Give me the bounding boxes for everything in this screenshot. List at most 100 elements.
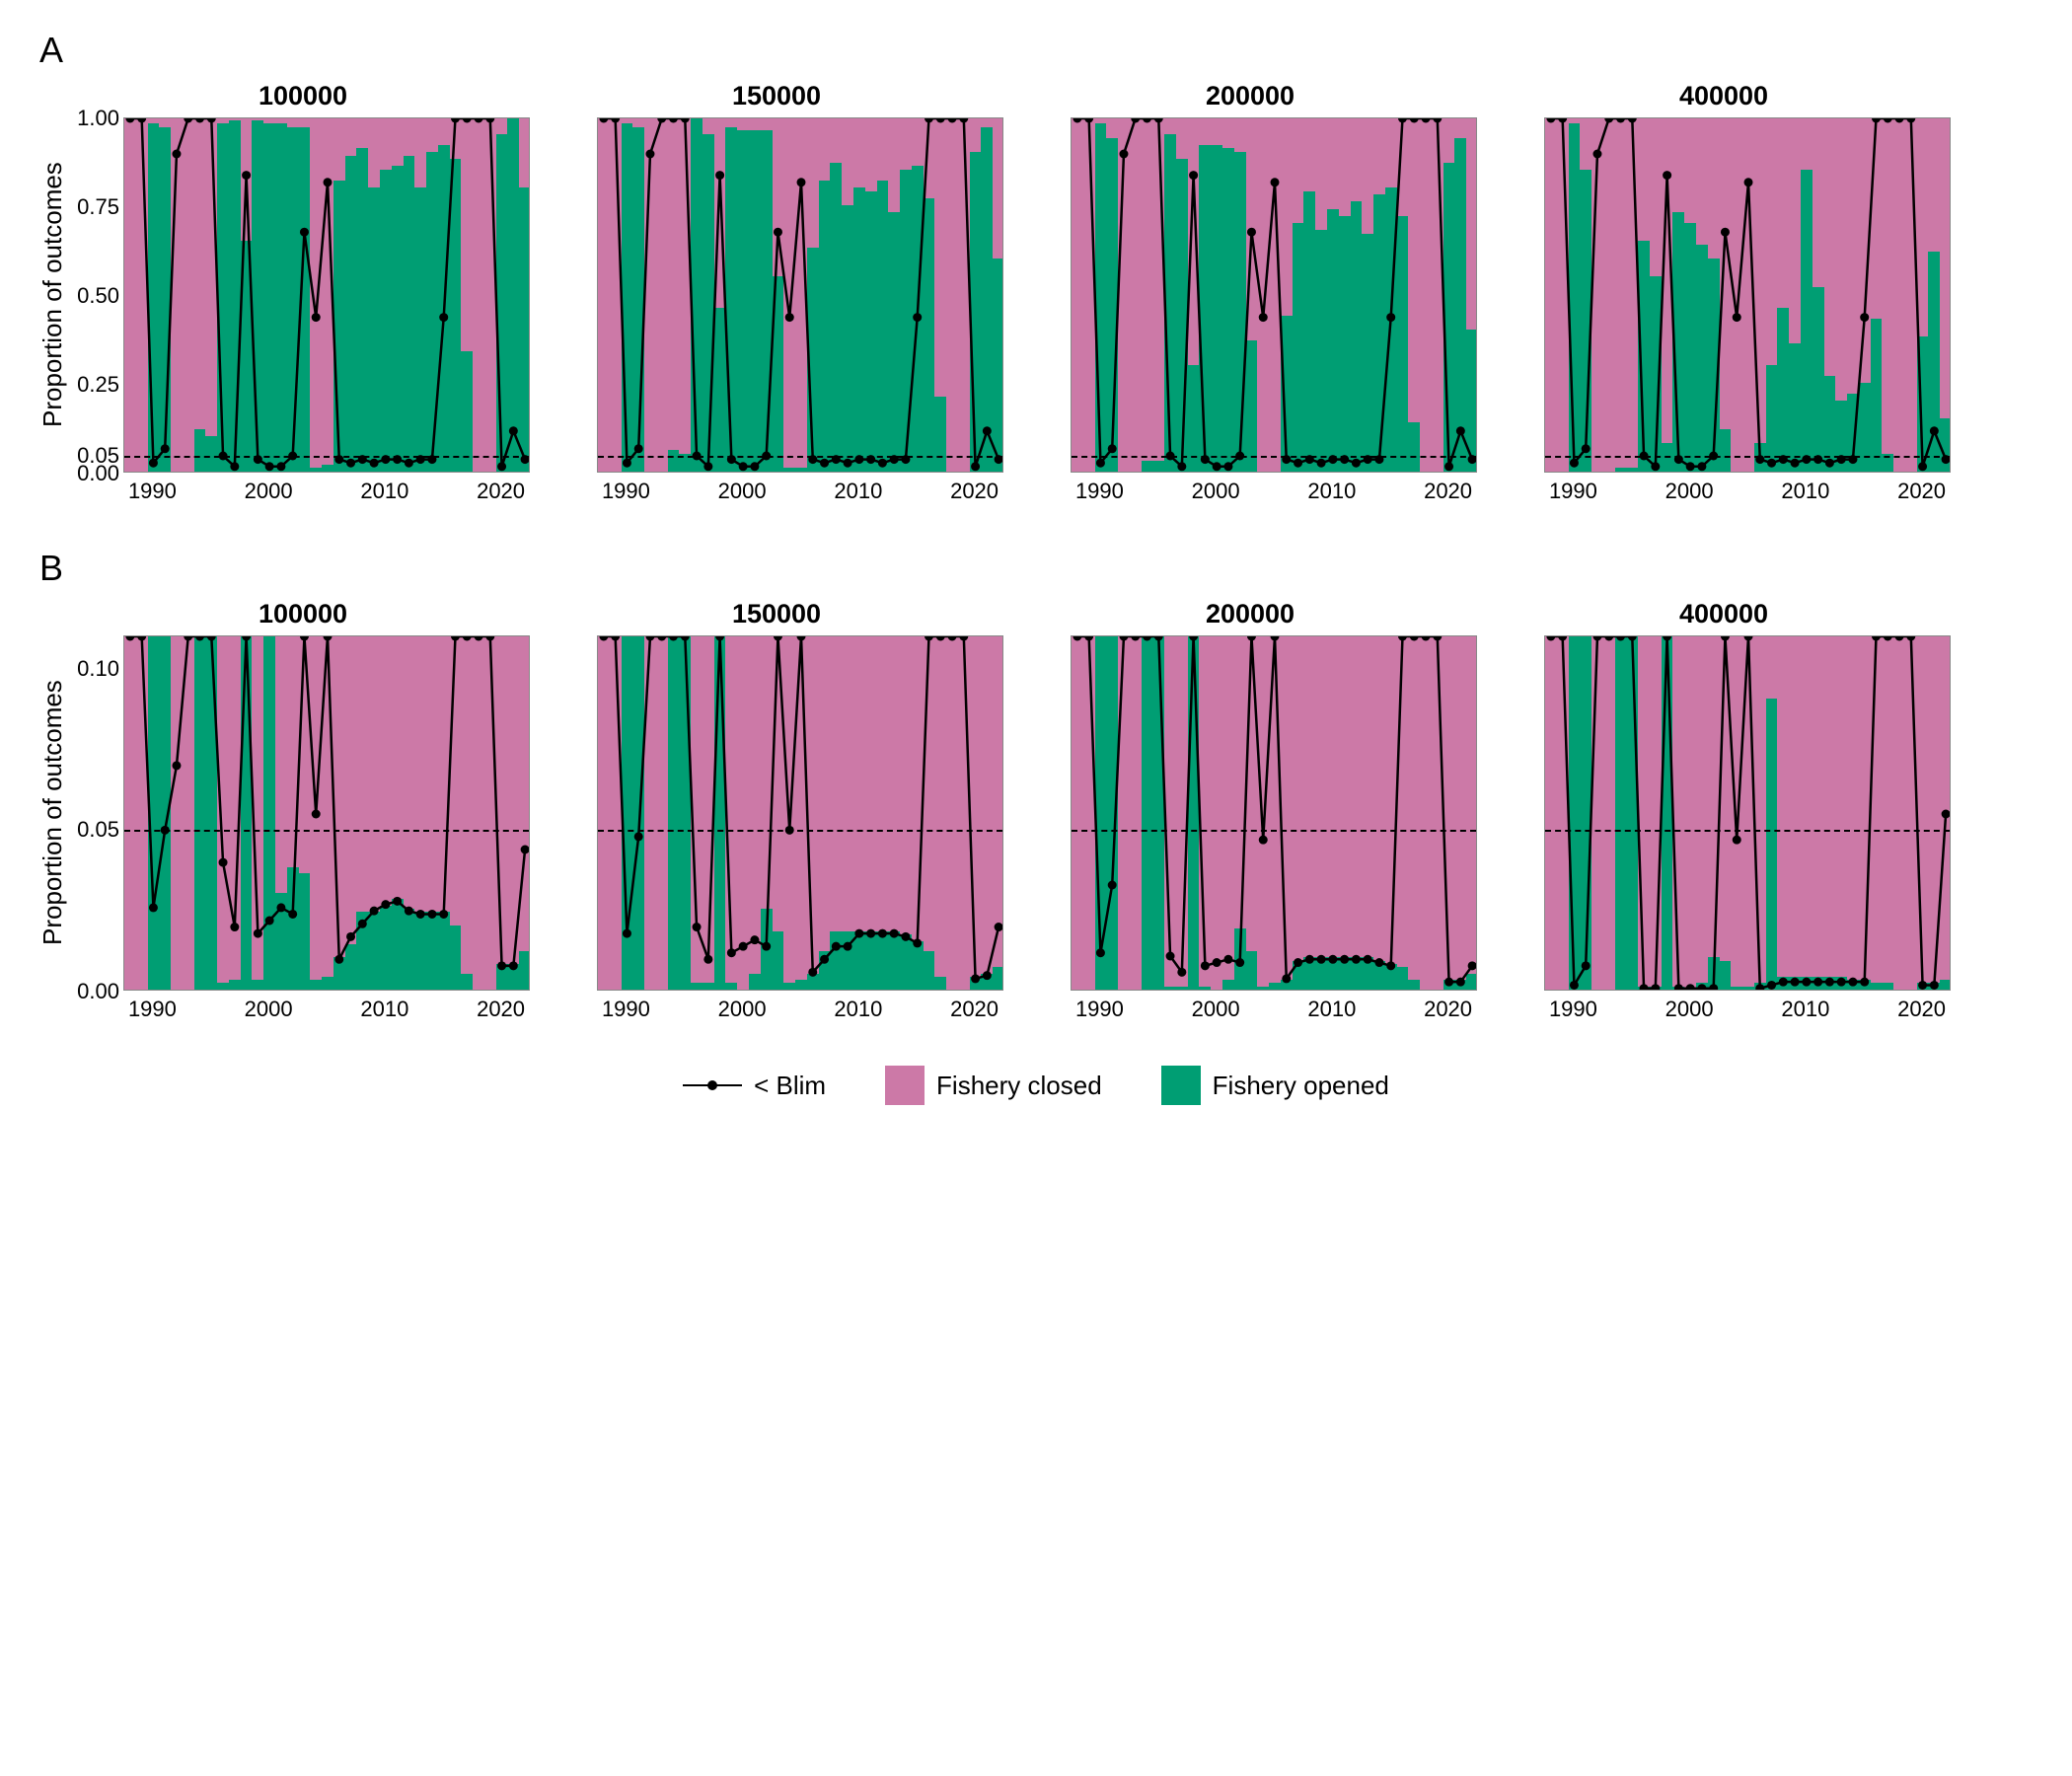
panel: 150000 1990 2000 2010 2020 xyxy=(550,599,1003,1026)
x-tick-label: 1990 xyxy=(1075,997,1124,1022)
y-axis: 0.000.050.10 xyxy=(76,635,123,991)
panel-title: 100000 xyxy=(76,81,530,111)
x-tick-label: 2020 xyxy=(950,997,999,1022)
x-tick-label: 1990 xyxy=(128,479,177,504)
panel: 2000001990200020102020 xyxy=(1023,599,1477,1026)
plot-area xyxy=(1071,117,1477,473)
row-a: Proportion of outcomes 1000000.000.050.2… xyxy=(30,81,2042,508)
x-axis: 1990 2000 2010 2020 xyxy=(597,997,1003,1026)
y-tick-label: 0.05 xyxy=(77,443,119,469)
y-axis xyxy=(1023,635,1071,991)
x-tick-label: 1990 xyxy=(602,479,650,504)
plot-area xyxy=(597,635,1003,991)
x-tick-label: 2020 xyxy=(477,997,525,1022)
legend-closed: Fishery closed xyxy=(885,1066,1102,1105)
row-a-label: A xyxy=(39,30,2042,71)
panel-title: 150000 xyxy=(550,81,1003,111)
legend-line-icon xyxy=(683,1075,742,1095)
y-tick-label: 0.75 xyxy=(77,194,119,220)
panel-title: 400000 xyxy=(1497,599,1951,629)
x-tick-label: 1990 xyxy=(128,997,177,1022)
panel-title: 200000 xyxy=(1023,599,1477,629)
plot-area xyxy=(123,635,530,991)
plot-wrap: 0.000.050.10 xyxy=(76,635,530,991)
row-b-ylabel: Proportion of outcomes xyxy=(30,599,76,1026)
plot-wrap: 0.000.050.250.500.751.00 xyxy=(76,117,530,473)
plot-area xyxy=(123,117,530,473)
x-tick-label: 1990 xyxy=(1549,479,1597,504)
x-axis: 1990200020102020 xyxy=(123,997,530,1026)
panel-title: 100000 xyxy=(76,599,530,629)
blim-line xyxy=(598,636,1003,991)
legend-closed-label: Fishery closed xyxy=(936,1071,1102,1101)
legend-opened: Fishery opened xyxy=(1161,1066,1389,1105)
row-b-panels: 1000000.000.050.101990200020102020150000… xyxy=(76,599,1951,1026)
plot-wrap xyxy=(550,635,1003,991)
plot-wrap xyxy=(1023,117,1477,473)
legend-opened-label: Fishery opened xyxy=(1213,1071,1389,1101)
y-tick-label: 0.05 xyxy=(77,817,119,843)
x-tick-label: 2020 xyxy=(1424,479,1472,504)
x-axis: 1990 2000 2010 2020 xyxy=(1544,997,1951,1026)
x-tick-label: 2000 xyxy=(1192,479,1240,504)
x-tick-label: 2010 xyxy=(360,997,408,1022)
x-tick-label: 2000 xyxy=(1665,997,1714,1022)
x-axis: 1990 2000 2010 2020 xyxy=(597,479,1003,508)
panel: 1000000.000.050.250.500.751.001990200020… xyxy=(76,81,530,508)
y-tick-label: 0.25 xyxy=(77,372,119,398)
legend: < Blim Fishery closed Fishery opened xyxy=(30,1066,2042,1105)
x-axis: 1990200020102020 xyxy=(1071,997,1477,1026)
x-tick-label: 2020 xyxy=(1897,479,1946,504)
x-tick-label: 2020 xyxy=(477,479,525,504)
y-axis: 0.000.050.250.500.751.00 xyxy=(76,117,123,473)
plot-wrap xyxy=(1497,117,1951,473)
x-axis: 1990200020102020 xyxy=(1071,479,1477,508)
panel: 400000 1990 2000 2010 2020 xyxy=(1497,81,1951,508)
panel: 1000000.000.050.101990200020102020 xyxy=(76,599,530,1026)
blim-line xyxy=(1072,636,1477,991)
blim-line xyxy=(1072,118,1477,473)
figure: A Proportion of outcomes 1000000.000.050… xyxy=(30,30,2042,1105)
x-tick-label: 2000 xyxy=(245,479,293,504)
x-tick-label: 2020 xyxy=(1424,997,1472,1022)
x-tick-label: 2010 xyxy=(1781,997,1829,1022)
row-a-panels: 1000000.000.050.250.500.751.001990200020… xyxy=(76,81,1951,508)
x-tick-label: 2020 xyxy=(1897,997,1946,1022)
plot-area xyxy=(1071,635,1477,991)
x-axis: 1990 2000 2010 2020 xyxy=(1544,479,1951,508)
legend-opened-swatch xyxy=(1161,1066,1201,1105)
panel-title: 400000 xyxy=(1497,81,1951,111)
x-tick-label: 2010 xyxy=(834,997,882,1022)
x-tick-label: 2010 xyxy=(1781,479,1829,504)
y-tick-label: 1.00 xyxy=(77,106,119,131)
plot-wrap xyxy=(1497,635,1951,991)
y-axis xyxy=(1023,117,1071,473)
plot-area xyxy=(1544,117,1951,473)
x-tick-label: 2010 xyxy=(834,479,882,504)
blim-line xyxy=(124,118,530,473)
x-tick-label: 2000 xyxy=(718,997,767,1022)
blim-line xyxy=(124,636,530,991)
x-tick-label: 2010 xyxy=(1307,997,1356,1022)
x-tick-label: 2010 xyxy=(1307,479,1356,504)
plot-wrap xyxy=(550,117,1003,473)
row-b-label: B xyxy=(39,548,2042,589)
plot-area xyxy=(597,117,1003,473)
panel-title: 200000 xyxy=(1023,81,1477,111)
plot-area xyxy=(1544,635,1951,991)
panel: 150000 1990 2000 2010 2020 xyxy=(550,81,1003,508)
row-b: Proportion of outcomes 1000000.000.050.1… xyxy=(30,599,2042,1026)
x-tick-label: 2000 xyxy=(1665,479,1714,504)
plot-wrap xyxy=(1023,635,1477,991)
x-tick-label: 1990 xyxy=(1549,997,1597,1022)
blim-line xyxy=(1545,118,1951,473)
y-axis xyxy=(1497,635,1544,991)
legend-blim: < Blim xyxy=(683,1071,826,1101)
panel: 400000 1990 2000 2010 2020 xyxy=(1497,599,1951,1026)
y-tick-label: 0.10 xyxy=(77,656,119,682)
x-tick-label: 2020 xyxy=(950,479,999,504)
x-tick-label: 1990 xyxy=(602,997,650,1022)
y-axis xyxy=(550,635,597,991)
panel-title: 150000 xyxy=(550,599,1003,629)
x-tick-label: 2000 xyxy=(718,479,767,504)
